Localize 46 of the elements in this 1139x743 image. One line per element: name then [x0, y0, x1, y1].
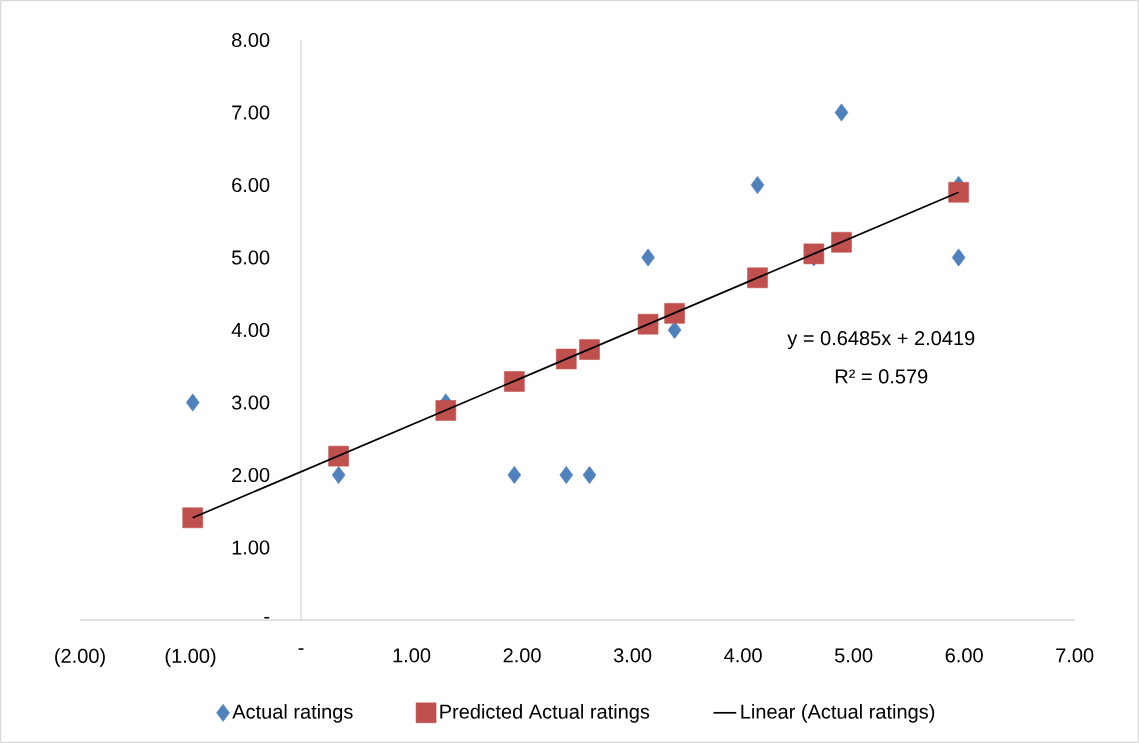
x-tick-label: 2.00	[503, 648, 541, 663]
point	[664, 303, 685, 324]
point	[948, 181, 969, 203]
x-tick-label: (2.00)	[55, 648, 105, 667]
point	[579, 339, 600, 360]
annotation: R² = 0.579	[835, 369, 928, 384]
y-tick-label: 3.00	[231, 395, 270, 410]
x-tick-label: -	[298, 648, 304, 650]
point	[750, 176, 765, 194]
x-tick-label: 3.00	[613, 648, 652, 663]
point	[582, 466, 597, 484]
y-tick-label: 8.00	[232, 32, 270, 48]
y-tick-label: 5.00	[231, 250, 270, 265]
point	[435, 400, 457, 421]
point	[504, 371, 525, 392]
point	[831, 232, 852, 253]
point	[951, 248, 966, 267]
y-tick-label: 7.00	[232, 105, 270, 120]
x-tick-label: 5.00	[834, 648, 873, 663]
point	[331, 466, 346, 484]
point	[556, 348, 577, 370]
x-tick-label: 4.00	[724, 648, 762, 663]
point	[637, 313, 659, 335]
legend-label: Predicted Actual ratings	[440, 704, 650, 723]
point	[185, 393, 200, 412]
y-tick-label: 1.00	[232, 540, 270, 555]
y-tick-label: 4.00	[231, 322, 270, 338]
point	[667, 321, 682, 339]
point	[182, 507, 203, 529]
y-tick-label: 2.00	[232, 467, 270, 483]
x-tick-label: 7.00	[1056, 648, 1094, 663]
legend-label: Linear (Actual ratings)	[741, 704, 935, 723]
annotation: y = 0.6485x + 2.0419	[787, 331, 975, 350]
y-tick-label: -	[264, 616, 270, 619]
point	[803, 243, 825, 265]
x-tick-label: 6.00	[945, 648, 983, 663]
point	[328, 445, 349, 467]
y-tick-label: 6.00	[232, 177, 270, 193]
x-tick-label: 1.00	[393, 648, 431, 663]
point	[747, 267, 768, 289]
point	[507, 466, 522, 484]
point	[559, 466, 574, 484]
point	[641, 248, 655, 267]
point	[834, 103, 849, 122]
x-tick-label: (1.00)	[165, 648, 216, 667]
legend-label: Actual ratings	[232, 704, 353, 723]
